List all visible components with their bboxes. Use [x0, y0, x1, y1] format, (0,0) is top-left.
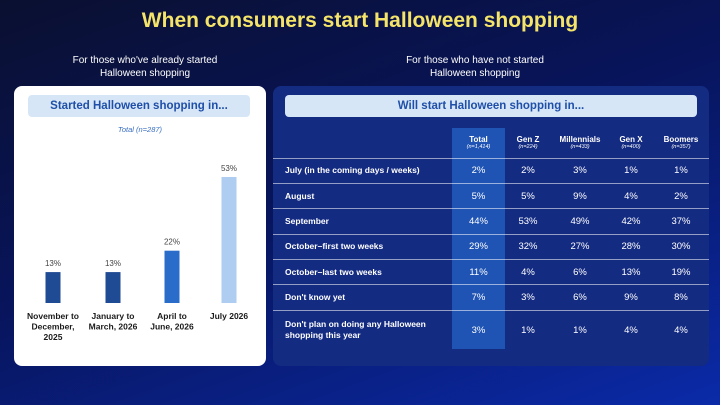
bar-value-label: 13%: [45, 259, 61, 268]
column-header-total: Total (n=1,414): [466, 134, 491, 150]
table-row: October–last two weeks 11% 4% 6% 13% 19%: [273, 259, 709, 285]
bar-2: [105, 272, 121, 303]
bar-value-label: 22%: [164, 238, 180, 247]
table-cell: 42%: [609, 208, 653, 235]
table-cell: 4%: [609, 182, 653, 209]
row-label: October–last two weeks: [273, 259, 452, 285]
table-cell: 49%: [551, 208, 609, 235]
table-row: August 5% 5% 9% 4% 2%: [273, 182, 709, 209]
row-label: July (in the coming days / weeks): [273, 157, 452, 184]
table-row: October–first two weeks 29% 32% 27% 28% 30%: [273, 233, 709, 260]
will-start-shopping-table: Total (n=1,414) Gen Z (n=224) Millennials (n=…: [273, 128, 709, 350]
table-cell: 1%: [505, 309, 551, 350]
table-cell: 9%: [551, 182, 609, 209]
column-header-gen-z: Gen Z (n=224): [516, 134, 540, 150]
table-cell: 30%: [653, 233, 709, 260]
table-cell: 32%: [505, 233, 551, 260]
table-cell: 2%: [452, 157, 505, 184]
row-label: October–first two weeks: [273, 233, 452, 260]
right-subheading: For those who have not started Halloween …: [406, 55, 544, 79]
table-cell: 1%: [551, 309, 609, 350]
bar-value-label: 13%: [105, 259, 121, 268]
table-row: Don't plan on doing any Halloween shoppi…: [273, 309, 709, 350]
table-row: September 44% 53% 49% 42% 37%: [273, 208, 709, 235]
table-cell: 9%: [609, 284, 653, 311]
table-cell: 27%: [551, 233, 609, 260]
table-cell: 3%: [452, 309, 505, 350]
table-cell: 28%: [609, 233, 653, 260]
table-cell: 4%: [505, 259, 551, 285]
will-start-shopping-header: Will start Halloween shopping in...: [285, 95, 697, 117]
row-label: Don't plan on doing any Halloween shoppi…: [273, 309, 452, 350]
row-label: Don't know yet: [273, 284, 452, 311]
started-shopping-header: Started Halloween shopping in...: [28, 95, 250, 117]
bar-1: [45, 272, 61, 303]
table-cell: 1%: [609, 157, 653, 184]
started-shopping-bar-chart: 13% 13% 22% 53% November to December, 2025 Janu…: [27, 164, 249, 342]
started-shopping-panel: Started Halloween shopping in... Total (…: [14, 86, 266, 366]
left-subheading: For those who've already started Hallowee…: [72, 55, 218, 79]
table-cell: 5%: [505, 182, 551, 209]
table-cell: 11%: [452, 259, 505, 285]
table-cell: 7%: [452, 284, 505, 311]
row-label: September: [273, 208, 452, 235]
table-header-row: Total (n=1,414) Gen Z (n=224) Millennials (n=…: [273, 128, 709, 158]
bar-value-label: 53%: [221, 164, 237, 173]
table-cell: 8%: [653, 284, 709, 311]
table-row: Don't know yet 7% 3% 6% 9% 8%: [273, 284, 709, 311]
row-label: August: [273, 182, 452, 209]
category-label: April to June, 2026: [150, 311, 194, 332]
table-cell: 4%: [609, 309, 653, 350]
total-sample-label: Total (n=287): [117, 125, 163, 134]
table-cell: 1%: [653, 157, 709, 184]
column-header-boomers: Boomers (n=357): [663, 134, 699, 150]
column-header-millennials: Millennials (n=433): [559, 134, 601, 150]
bar-3: [164, 250, 180, 303]
table-cell: 2%: [505, 157, 551, 184]
table-cell: 44%: [452, 208, 505, 235]
page-title: When consumers start Halloween shopping: [141, 9, 579, 32]
table-cell: 4%: [653, 309, 709, 350]
will-start-shopping-panel: Will start Halloween shopping in... Tota…: [273, 86, 709, 366]
column-header-gen-x: Gen X (n=400): [619, 134, 643, 150]
table-cell: 5%: [452, 182, 505, 209]
table-cell: 29%: [452, 233, 505, 260]
category-label: November to December, 2025: [27, 311, 79, 342]
table-cell: 13%: [609, 259, 653, 285]
table-cell: 19%: [653, 259, 709, 285]
table-cell: 3%: [551, 157, 609, 184]
table-cell: 53%: [505, 208, 551, 235]
table-cell: 3%: [505, 284, 551, 311]
table-cell: 2%: [653, 182, 709, 209]
table-cell: 6%: [551, 259, 609, 285]
category-label: January to March, 2026: [89, 311, 138, 332]
category-label: July 2026: [210, 311, 249, 321]
table-cell: 6%: [551, 284, 609, 311]
table-row: July (in the coming days / weeks) 2% 2% 3% 1…: [273, 157, 709, 184]
table-cell: 37%: [653, 208, 709, 235]
bar-4: [221, 177, 237, 303]
row-label-header: [273, 128, 452, 158]
